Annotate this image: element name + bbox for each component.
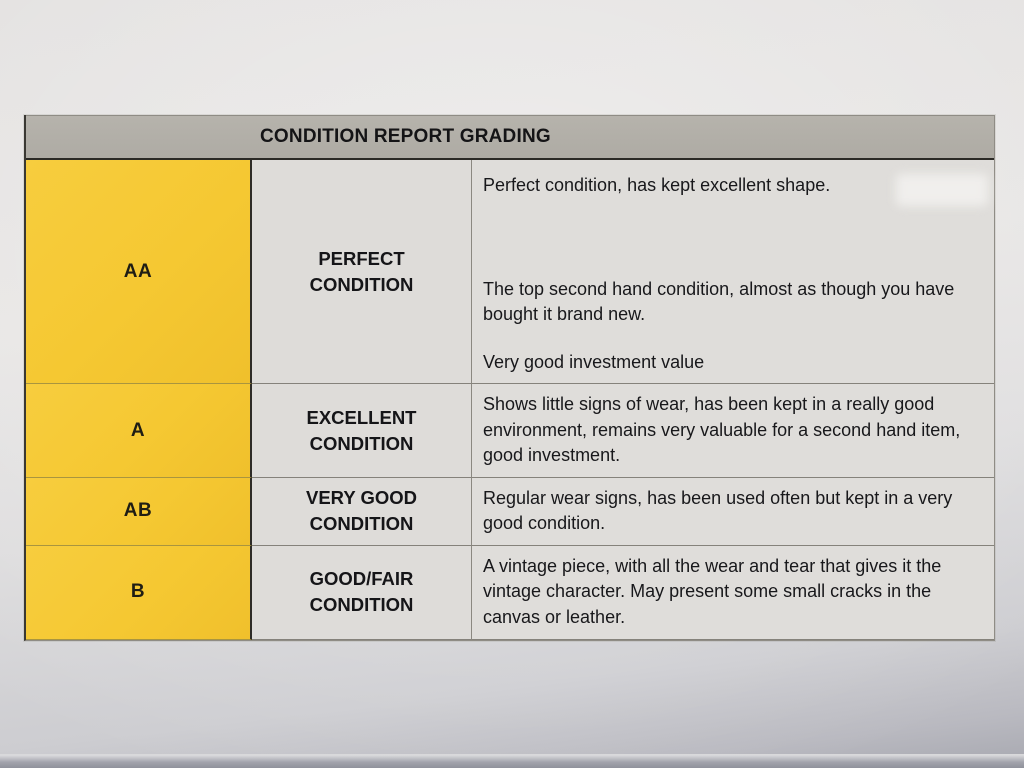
white-smudge-artifact bbox=[896, 174, 988, 206]
description-cell-ab: Regular wear signs, has been used often … bbox=[472, 477, 994, 546]
condition-report-table: CONDITION REPORT GRADING AA PERFECT COND… bbox=[24, 115, 995, 641]
condition-cell-aa: PERFECT CONDITION bbox=[252, 160, 472, 385]
grade-label: A bbox=[130, 419, 146, 441]
grade-cell-a: A bbox=[26, 384, 252, 478]
grade-cell-b: B bbox=[26, 545, 252, 640]
grade-label: B bbox=[130, 581, 146, 603]
table-header: CONDITION REPORT GRADING bbox=[26, 115, 994, 160]
description-cell-a: Shows little signs of wear, has been kep… bbox=[472, 384, 994, 478]
description-paragraph: Very good investment value bbox=[483, 351, 705, 372]
condition-label: PERFECT CONDITION bbox=[309, 247, 414, 295]
paper-bottom-edge bbox=[0, 754, 1024, 768]
description-paragraph: Shows little signs of wear, has been kep… bbox=[483, 394, 961, 466]
grade-cell-ab: AB bbox=[26, 477, 252, 546]
grade-cell-aa: AA bbox=[26, 160, 252, 385]
grade-label: AA bbox=[123, 260, 153, 282]
description-paragraph: Regular wear signs, has been used often … bbox=[483, 487, 953, 534]
condition-cell-ab: VERY GOOD CONDITION bbox=[252, 477, 472, 546]
condition-label: GOOD/FAIR CONDITION bbox=[309, 568, 414, 616]
description-paragraph: A vintage piece, with all the wear and t… bbox=[483, 555, 942, 628]
condition-cell-b: GOOD/FAIR CONDITION bbox=[252, 545, 472, 640]
grade-label: AB bbox=[123, 500, 153, 522]
condition-label: EXCELLENT CONDITION bbox=[306, 406, 417, 454]
description-cell-b: A vintage piece, with all the wear and t… bbox=[472, 545, 994, 640]
description-paragraph: The top second hand condition, almost as… bbox=[483, 278, 955, 325]
description-paragraph: Perfect condition, has kept excellent sh… bbox=[483, 175, 831, 195]
condition-label: VERY GOOD CONDITION bbox=[305, 487, 418, 535]
table-body: AA PERFECT CONDITION Perfect condition, … bbox=[26, 160, 994, 640]
table-title: CONDITION REPORT GRADING bbox=[260, 126, 551, 147]
condition-cell-a: EXCELLENT CONDITION bbox=[252, 384, 472, 478]
